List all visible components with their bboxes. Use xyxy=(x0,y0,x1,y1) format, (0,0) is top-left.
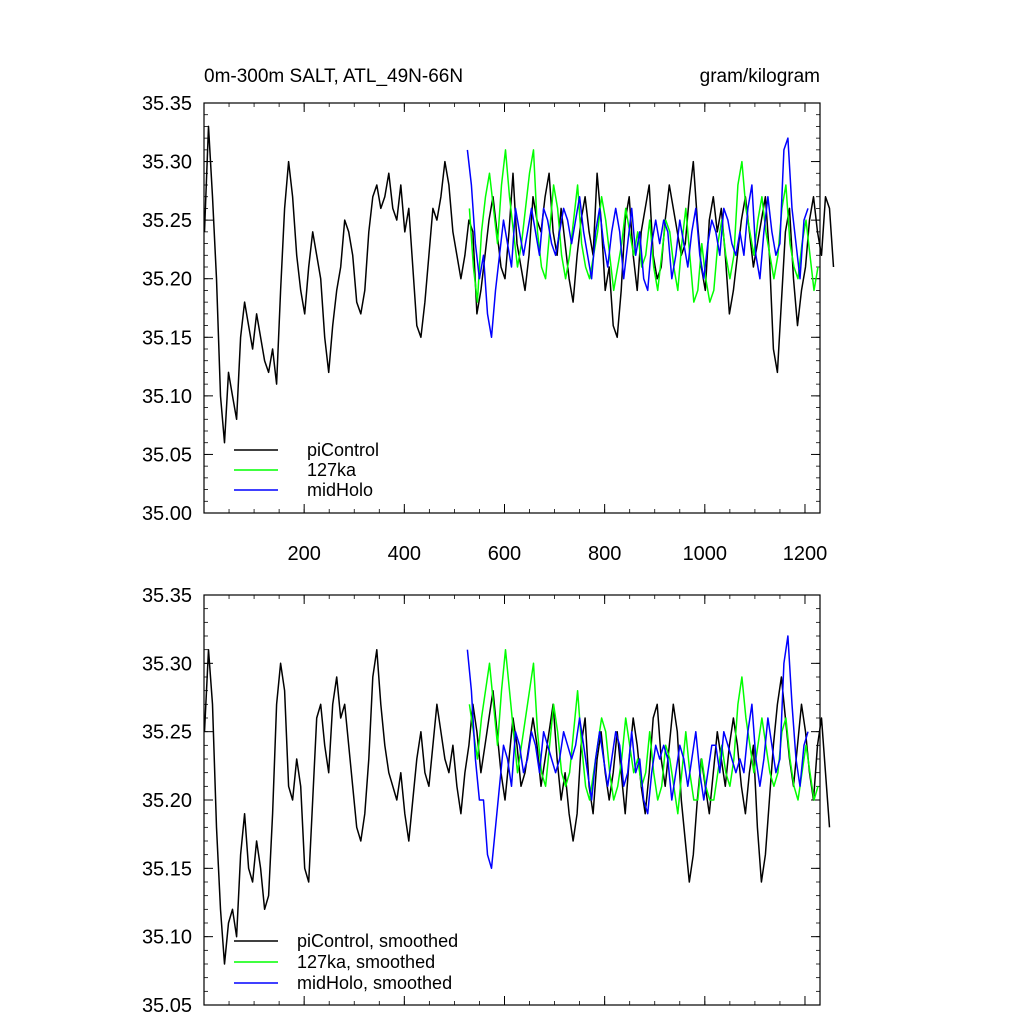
legend-label-picontrol-smoothed: piControl, smoothed xyxy=(297,931,458,951)
x-tick-label: 400 xyxy=(388,543,421,565)
top-axes: 35.00 35.05 35.10 35.15 35.20 35.25 35.30 35.35… xyxy=(142,93,827,565)
legend-label-midholo-smoothed: midHolo, smoothed xyxy=(297,973,452,993)
y-tick-label: 35.30 xyxy=(142,152,192,174)
bottom-series-127ka-smoothed xyxy=(468,648,819,815)
y-tick-label: 35.05 xyxy=(142,995,192,1017)
y-tick-label: 35.25 xyxy=(142,722,192,744)
bottom-series-midholo-smoothed xyxy=(466,635,809,870)
x-tick-label: 200 xyxy=(287,543,320,565)
y-tick-label: 35.15 xyxy=(142,327,192,349)
top-title: 0m-300m SALT, ATL_49N-66N xyxy=(204,66,463,87)
y-tick-label: 35.10 xyxy=(142,927,192,949)
y-tick-label: 35.20 xyxy=(142,269,192,291)
y-tick-label: 35.35 xyxy=(142,93,192,115)
y-tick-label: 35.20 xyxy=(142,790,192,812)
legend-label-127ka: 127ka xyxy=(307,460,357,480)
top-series-127ka xyxy=(468,149,819,303)
y-tick-label: 35.35 xyxy=(142,585,192,607)
y-tick-label: 35.15 xyxy=(142,858,192,880)
top-legend: piControl 127ka midHolo xyxy=(234,440,379,500)
units-label: gram/kilogram xyxy=(700,66,820,87)
top-plot-frame xyxy=(203,102,821,514)
bottom-axes: 35.05 35.10 35.15 35.20 35.25 35.30 35.35 xyxy=(142,585,820,1017)
legend-label-picontrol: piControl xyxy=(307,440,379,460)
y-tick-label: 35.00 xyxy=(142,503,192,525)
x-tick-label: 1200 xyxy=(783,543,828,565)
bottom-series-picontrol-smoothed xyxy=(203,648,831,965)
x-tick-label: 1000 xyxy=(683,543,728,565)
top-series-midholo xyxy=(466,137,809,339)
y-tick-label: 35.25 xyxy=(142,210,192,232)
bottom-plot-frame xyxy=(203,594,821,1006)
legend-label-127ka-smoothed: 127ka, smoothed xyxy=(297,952,435,972)
legend-label-midholo: midHolo xyxy=(307,480,373,500)
bottom-plot-area xyxy=(203,635,831,965)
y-tick-label: 35.05 xyxy=(142,444,192,466)
bottom-legend: piControl, smoothed 127ka, smoothed midH… xyxy=(234,931,458,993)
x-tick-label: 600 xyxy=(488,543,521,565)
y-tick-label: 35.10 xyxy=(142,386,192,408)
top-plot-area xyxy=(203,125,835,444)
y-tick-label: 35.30 xyxy=(142,653,192,675)
x-tick-label: 800 xyxy=(588,543,621,565)
